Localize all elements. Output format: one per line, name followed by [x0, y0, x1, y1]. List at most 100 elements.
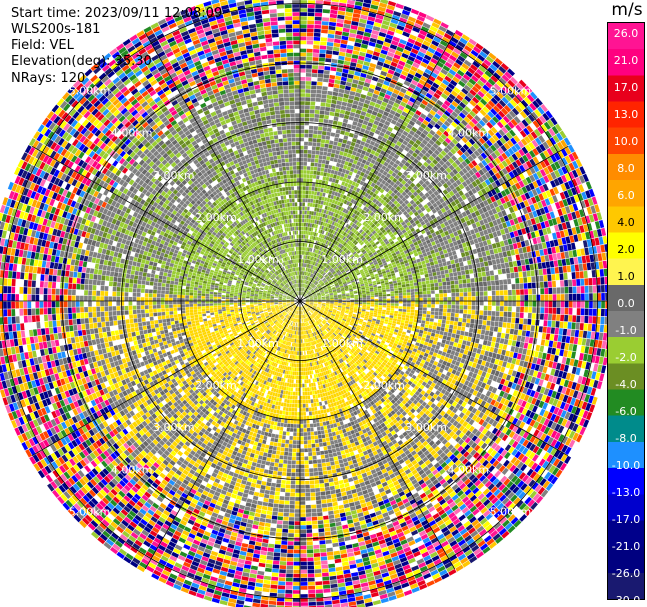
velocity-gate — [390, 61, 398, 68]
velocity-gate — [332, 120, 338, 125]
velocity-gate — [475, 258, 480, 264]
velocity-gate — [304, 243, 306, 247]
velocity-gate — [333, 195, 337, 200]
velocity-gate — [370, 293, 375, 296]
velocity-gate — [389, 82, 396, 89]
velocity-gate — [312, 178, 316, 183]
velocity-gate — [300, 77, 306, 81]
velocity-gate — [307, 20, 315, 25]
velocity-gate — [406, 306, 411, 310]
velocity-gate — [404, 278, 409, 282]
velocity-gate — [584, 315, 589, 324]
velocity-gate — [300, 56, 306, 61]
velocity-gate — [315, 97, 321, 102]
velocity-gate — [300, 287, 302, 292]
velocity-gate — [385, 286, 390, 290]
velocity-gate — [455, 296, 460, 301]
velocity-gate — [423, 270, 429, 275]
velocity-gate — [330, 224, 334, 229]
velocity-gate — [376, 39, 384, 45]
velocity-gate — [310, 215, 314, 220]
velocity-gate — [307, 4, 315, 9]
velocity-gate — [307, 8, 315, 13]
velocity-gate — [588, 308, 593, 316]
velocity-gate — [362, 297, 367, 300]
velocity-gate — [300, 8, 308, 12]
velocity-gate — [313, 270, 316, 274]
velocity-gate — [544, 288, 549, 295]
velocity-gate — [478, 241, 484, 248]
velocity-gate — [455, 262, 460, 268]
velocity-gate — [323, 244, 327, 249]
velocity-gate — [300, 52, 306, 57]
velocity-gate — [314, 12, 323, 17]
velocity-gate — [312, 65, 318, 70]
velocity-gate — [361, 159, 367, 164]
velocity-gate — [382, 20, 390, 26]
velocity-gate — [323, 209, 327, 214]
velocity-gate — [446, 312, 451, 317]
velocity-gate — [350, 185, 355, 190]
velocity-gate — [418, 288, 423, 292]
velocity-gate — [330, 107, 336, 113]
velocity-gate — [340, 172, 345, 178]
velocity-gate — [429, 261, 435, 266]
velocity-gate — [307, 231, 309, 235]
velocity-gate — [306, 267, 308, 272]
velocity-gate — [313, 266, 317, 270]
velocity-gate — [576, 249, 582, 257]
velocity-gate — [301, 279, 303, 284]
velocity-gate — [356, 63, 363, 69]
velocity-gate — [397, 42, 406, 49]
velocity-gate — [305, 194, 309, 199]
velocity-gate — [316, 93, 322, 98]
velocity-gate — [320, 251, 324, 256]
velocity-gate — [301, 263, 303, 267]
velocity-gate — [328, 190, 333, 195]
velocity-gate — [366, 295, 371, 298]
velocity-gate — [430, 265, 436, 270]
velocity-gate — [359, 97, 366, 103]
velocity-gate — [582, 330, 588, 339]
velocity-gate — [312, 182, 316, 187]
velocity-gate — [375, 43, 383, 49]
velocity-gate — [317, 224, 321, 229]
velocity-gate — [442, 316, 447, 320]
velocity-gate — [463, 287, 468, 293]
velocity-gate — [305, 97, 311, 102]
velocity-gate — [483, 305, 488, 311]
velocity-gate — [300, 283, 302, 287]
velocity-gate — [366, 304, 371, 307]
velocity-gate — [351, 181, 357, 186]
velocity-gate — [446, 281, 451, 286]
velocity-gate — [317, 216, 320, 221]
velocity-gate — [344, 89, 350, 95]
velocity-gate — [335, 223, 340, 228]
velocity-gate — [476, 267, 482, 273]
velocity-gate — [378, 292, 383, 295]
velocity-gate — [300, 97, 305, 101]
velocity-gate — [316, 89, 322, 94]
velocity-gate — [402, 49, 411, 56]
velocity-gate — [310, 273, 313, 278]
velocity-gate — [409, 280, 414, 284]
velocity-gate — [313, 195, 317, 200]
velocity-gate — [447, 293, 452, 297]
velocity-gate — [304, 218, 307, 223]
velocity-gate — [350, 87, 357, 92]
velocity-gate — [315, 183, 319, 188]
velocity-gate — [300, 287, 301, 291]
velocity-gate — [306, 56, 313, 61]
velocity-gate — [315, 258, 318, 262]
velocity-gate — [318, 299, 322, 301]
velocity-gate — [364, 142, 370, 148]
velocity-gate — [325, 236, 329, 241]
velocity-gate — [310, 273, 313, 278]
velocity-gate — [301, 287, 302, 292]
velocity-gate — [336, 201, 341, 206]
velocity-gate — [338, 88, 345, 94]
velocity-gate — [323, 5, 331, 10]
velocity-gate — [357, 148, 363, 154]
velocity-gate — [399, 298, 403, 301]
velocity-gate — [334, 191, 339, 197]
